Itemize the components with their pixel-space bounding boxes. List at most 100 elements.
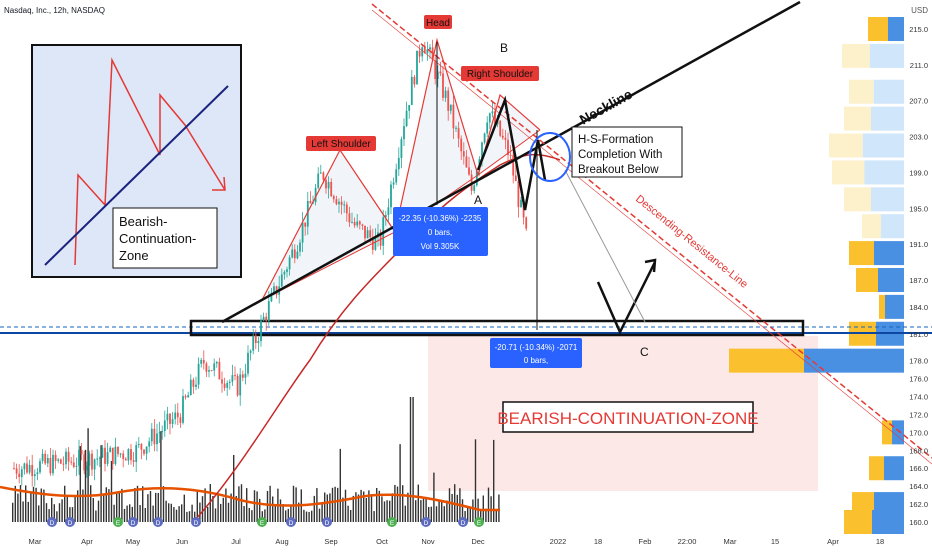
candle-body — [174, 412, 177, 420]
candle-body — [117, 446, 119, 454]
y-tick-label: 174.0 — [909, 393, 928, 402]
event-marker[interactable] — [65, 517, 75, 527]
volume-bar — [474, 439, 477, 522]
candle-body — [39, 461, 41, 473]
candle-body — [465, 156, 468, 168]
volume-bar — [126, 505, 128, 522]
event-marker[interactable] — [153, 517, 163, 527]
event-marker[interactable] — [191, 517, 201, 527]
volume-bar — [259, 498, 261, 522]
y-tick-label: 215.0 — [909, 25, 928, 34]
volume-bar — [217, 493, 219, 522]
event-marker-letter: E — [260, 520, 265, 527]
volume-bar — [45, 503, 48, 522]
candle-body — [348, 213, 351, 223]
candle-body — [366, 230, 369, 239]
volume-bar — [326, 494, 328, 522]
profile-bar-down — [849, 241, 874, 266]
candle-body — [494, 111, 496, 125]
candle-body — [247, 352, 249, 374]
candle-body — [228, 381, 231, 383]
candle-body — [93, 459, 96, 470]
volume-bar — [285, 510, 287, 522]
candle-body — [176, 412, 179, 418]
volume-bar — [157, 492, 159, 522]
volume-bar — [342, 497, 344, 522]
volume-bar — [394, 484, 396, 522]
candle-body — [257, 341, 260, 343]
projection-zigzag — [476, 95, 547, 211]
volume-bar — [350, 509, 352, 522]
candle-body — [468, 167, 470, 175]
candle-body — [158, 432, 161, 434]
event-marker[interactable] — [257, 517, 267, 527]
volume-bar — [464, 511, 466, 522]
volume-bar — [142, 486, 144, 522]
inset-arrowhead — [212, 176, 226, 191]
volume-bar — [420, 500, 422, 522]
candle-body — [520, 199, 522, 208]
formation-box — [571, 126, 683, 178]
event-marker[interactable] — [387, 517, 397, 527]
candle-body — [54, 454, 57, 461]
volume-bar — [66, 496, 68, 522]
candle-body — [132, 460, 135, 462]
event-marker[interactable] — [128, 517, 138, 527]
candle-body — [124, 458, 127, 461]
x-tick-label: 18 — [876, 537, 884, 546]
volume-bar — [175, 509, 178, 522]
event-marker[interactable] — [47, 517, 57, 527]
volume-bar — [173, 507, 175, 522]
candle-body — [249, 350, 252, 353]
volume-bar — [84, 449, 87, 522]
volume-bar — [222, 497, 224, 522]
inset-price-path — [74, 57, 226, 266]
candle-body — [462, 151, 465, 157]
volume-bar — [415, 500, 417, 522]
event-marker[interactable] — [458, 517, 468, 527]
candle-body — [145, 446, 148, 454]
candle-body — [488, 113, 491, 123]
volume-bar — [58, 503, 61, 522]
candle-body — [436, 71, 439, 80]
volume-bar — [290, 506, 292, 522]
candle-body — [221, 379, 223, 384]
y-tick-label: 178.0 — [909, 357, 928, 366]
volume-bar — [131, 506, 133, 522]
x-tick-label: 15 — [771, 537, 779, 546]
candle-body — [65, 451, 67, 465]
event-marker[interactable] — [421, 517, 431, 527]
candle-body — [101, 447, 104, 458]
candle-body — [296, 251, 299, 259]
support-zone-box — [189, 319, 805, 337]
volume-bar — [71, 507, 74, 522]
right-shoulder-label-bg — [461, 66, 539, 81]
candle-body — [288, 257, 291, 270]
profile-bar-up — [892, 420, 904, 445]
volume-bar — [313, 495, 315, 522]
volume-bar — [48, 509, 50, 522]
formation-label: H-S-Formation Completion With Breakout Bel… — [578, 134, 662, 176]
neckline — [221, 0, 801, 324]
volume-bar — [246, 488, 248, 522]
volume-bar — [79, 446, 81, 522]
candles — [13, 39, 528, 487]
candle-body — [353, 221, 356, 226]
volume-bar — [391, 493, 393, 522]
event-marker[interactable] — [113, 517, 123, 527]
event-marker[interactable] — [322, 517, 332, 527]
candle-body — [356, 221, 359, 226]
candle-body — [153, 428, 156, 445]
candle-body — [444, 90, 447, 98]
volume-bar — [261, 511, 263, 522]
y-tick-label: 164.0 — [909, 482, 928, 491]
event-marker[interactable] — [474, 517, 484, 527]
candle-body — [473, 185, 476, 191]
x-tick-label: Sep — [324, 537, 337, 546]
volume-bar — [30, 492, 32, 522]
volume-bar — [344, 489, 347, 522]
volume-bar — [178, 506, 180, 522]
event-marker[interactable] — [286, 517, 296, 527]
y-tick-label: 170.0 — [909, 428, 928, 437]
